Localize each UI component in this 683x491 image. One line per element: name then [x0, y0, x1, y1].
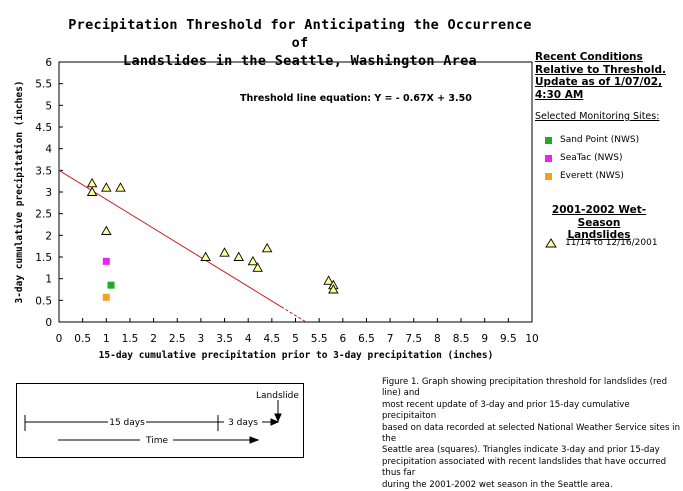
y-tick-label: 2 [45, 230, 52, 242]
threshold-line-dashed [281, 306, 306, 322]
y-tick-label: 1 [45, 274, 52, 286]
y-tick-label: 5 [45, 100, 52, 112]
x-tick-label: 4.5 [263, 333, 280, 345]
y-tick-label: 3.5 [35, 165, 52, 177]
caption-line: based on data recorded at selected Natio… [382, 422, 681, 445]
chart-title-line: Precipitation Threshold for Anticipating… [68, 17, 532, 51]
x-tick-label: 7 [387, 333, 394, 345]
recent-line: Recent Conditions [535, 51, 643, 63]
landslide-point [115, 182, 126, 192]
x-tick-label: 5 [292, 333, 299, 345]
figure-caption: Figure 1. Graph showing precipitation th… [382, 377, 682, 491]
legend-swatch-seatac [545, 154, 552, 162]
landslide-point [233, 251, 245, 261]
x-tick-label: 8.5 [453, 333, 470, 345]
site-point [107, 281, 115, 289]
legend-item-sand-point: Sand Point (NWS) [545, 135, 639, 145]
legend-label: Sand Point (NWS) [560, 135, 640, 145]
x-tick-label: 0 [56, 333, 63, 345]
landslide-point [252, 262, 263, 272]
x-tick-label: 1.5 [122, 333, 139, 345]
landslide-point [323, 275, 334, 285]
x-tick-label: 8 [434, 333, 441, 345]
landslide-point [86, 177, 98, 188]
y-tick-label: 4 [45, 144, 52, 156]
recent-line: Relative to Threshold. [535, 63, 666, 76]
legend-label: 11/14 to 12/16/2001 [565, 238, 658, 248]
threshold-equation: Threshold line equation: Y = - 0.67X + 3… [240, 93, 472, 104]
y-tick-label: 6 [45, 57, 52, 69]
x-axis-label: 15-day cumulative precipitation prior to… [99, 350, 494, 361]
recent-line: 4:30 AM [535, 88, 584, 101]
y-tick-label: 0 [45, 317, 52, 329]
chart-title: Precipitation Threshold for Anticipating… [60, 16, 540, 70]
x-tick-label: 5.5 [311, 333, 328, 345]
timeline-box [16, 383, 304, 458]
caption-line: Seattle area (squares). Triangles indica… [382, 445, 660, 456]
threshold-line-solid [58, 169, 282, 308]
legend-label: SeaTac (NWS) [560, 153, 623, 163]
x-tick-label: 10 [525, 333, 538, 345]
landslide-point [200, 251, 211, 261]
x-tick-label: 3.5 [216, 333, 233, 345]
y-tick-label: 4.5 [35, 122, 52, 134]
legend-swatch-everett [545, 172, 552, 180]
x-tick-label: 7.5 [405, 333, 422, 345]
landslide-point [86, 186, 98, 196]
landslide-point [328, 284, 339, 294]
timeline-diagram [24, 400, 282, 444]
wet-season-line: 2001-2002 Wet-Season [551, 204, 647, 229]
timeline-landslide-label: Landslide [256, 391, 299, 401]
y-axis-label: 3-day cumulative precipitation (inches) [14, 80, 25, 303]
site-point [102, 257, 110, 265]
x-tick-label: 1 [103, 333, 110, 345]
site-point [102, 293, 110, 301]
legend-swatch-sand-point [545, 136, 552, 144]
chart-canvas: 0 0.5 1 1.5 2 2.5 3 3.5 4 4.5 5 5.5 6 6.5 7 7.5 8 8.5 9 9.5… [14, 57, 539, 446]
legend-item-seatac: SeaTac (NWS) [545, 153, 622, 163]
y-tick-label: 5.5 [35, 79, 52, 91]
y-tick-label: 2.5 [35, 209, 52, 221]
timeline-3day-arrowhead [270, 418, 280, 426]
wet-season-heading: 2001-2002 Wet-Season Landslides [535, 204, 663, 242]
timeline-3days-label: 3 days [228, 418, 258, 428]
caption-line: most recent update of 3-day and prior 15… [382, 399, 630, 422]
legend-triangle-icon [545, 238, 557, 248]
caption-line: precipitation associated with recent lan… [382, 456, 667, 479]
wet-season-line: Landslides [567, 229, 631, 241]
y-tick-label: 3 [45, 187, 52, 199]
legend-item-everett: Everett (NWS) [545, 171, 624, 181]
legend-label: Everett (NWS) [560, 171, 624, 181]
recent-line: Update as of 1/07/02, [535, 76, 663, 88]
landslide-point [101, 182, 112, 192]
landslide-arrowhead [274, 413, 282, 423]
x-tick-label: 2 [150, 333, 157, 345]
x-tick-label: 0.5 [74, 333, 91, 345]
caption-line: Figure 1. Graph showing precipitation th… [382, 377, 668, 399]
x-tick-label: 3 [198, 333, 205, 345]
x-tick-label: 9 [481, 333, 488, 345]
x-tick-label: 2.5 [169, 333, 186, 345]
timeline-15days-label: 15 days [109, 418, 145, 428]
landslide-point [261, 242, 273, 253]
time-arrowhead [249, 436, 260, 444]
landslide-point [247, 255, 259, 266]
legend-item-landslides: 11/14 to 12/16/2001 [545, 238, 658, 248]
y-tick-label: 1.5 [35, 252, 52, 264]
y-tick-label: 0.5 [35, 295, 52, 307]
x-tick-label: 6 [339, 333, 346, 345]
landslide-point [219, 247, 230, 257]
timeline-time-label: Time [145, 436, 168, 446]
x-tick-label: 9.5 [500, 333, 517, 345]
recent-conditions-heading: Recent Conditions Relative to Threshold.… [535, 51, 683, 101]
chart-title-line: Landslides in the Seattle, Washington Ar… [123, 53, 477, 69]
x-tick-label: 4 [245, 333, 252, 345]
monitoring-sites-heading: Selected Monitoring Sites: [535, 111, 660, 122]
landslide-point [101, 225, 112, 235]
x-tick-label: 6.5 [358, 333, 375, 345]
caption-line: during the 2001-2002 wet season in the S… [382, 479, 613, 490]
